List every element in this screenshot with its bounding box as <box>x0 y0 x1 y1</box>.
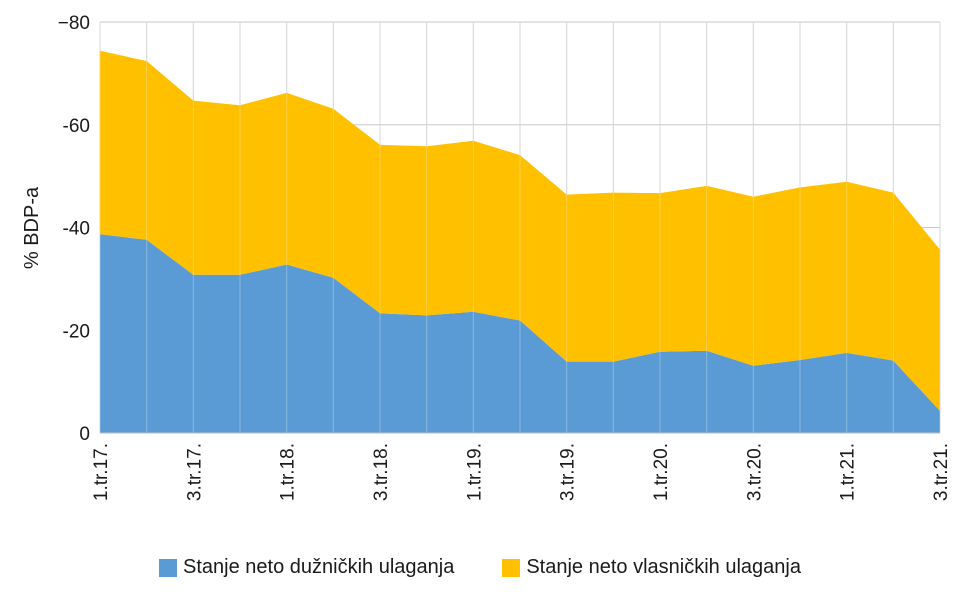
x-tick-label: 3.tr.17. <box>184 443 205 501</box>
legend-item-equity: Stanje neto vlasničkih ulaganja <box>502 556 801 579</box>
y-axis-title: % BDP-a <box>21 186 43 269</box>
legend: Stanje neto dužničkih ulaganja Stanje ne… <box>0 556 960 579</box>
chart-areas <box>99 22 941 434</box>
x-tick-label: 3.tr.19. <box>558 443 579 501</box>
y-tick-label: -40 <box>63 219 90 240</box>
area-series-1 <box>100 50 940 411</box>
legend-swatch-equity <box>502 558 521 577</box>
legend-item-debt: Stanje neto dužničkih ulaganja <box>159 556 454 579</box>
x-tick-label: 3.tr.18. <box>371 443 392 501</box>
y-tick-label: -60 <box>63 116 90 137</box>
y-tick-label: 0 <box>79 424 90 445</box>
x-tick-label: 1.tr.17. <box>91 443 112 501</box>
x-axis-ticks: 1.tr.17. 3.tr.17. 1.tr.18. 3.tr.18. 1.tr.19.… <box>91 443 952 501</box>
y-axis-ticks: −80 -60 -40 -20 0 <box>58 13 90 445</box>
legend-swatch-debt <box>159 558 178 577</box>
legend-label-equity: Stanje neto vlasničkih ulaganja <box>526 556 801 578</box>
x-tick-label: 1.tr.19. <box>464 443 485 501</box>
x-tick-label: 3.tr.20. <box>744 443 765 501</box>
x-tick-label: 1.tr.18. <box>278 443 299 501</box>
x-tick-label: 3.tr.21. <box>931 443 952 501</box>
legend-label-debt: Stanje neto dužničkih ulaganja <box>183 556 455 578</box>
x-tick-label: 1.tr.20. <box>651 443 672 501</box>
y-tick-label: -20 <box>63 321 90 342</box>
x-tick-label: 1.tr.21. <box>838 443 859 501</box>
y-tick-label: −80 <box>58 13 90 34</box>
area-series-0 <box>100 234 940 433</box>
